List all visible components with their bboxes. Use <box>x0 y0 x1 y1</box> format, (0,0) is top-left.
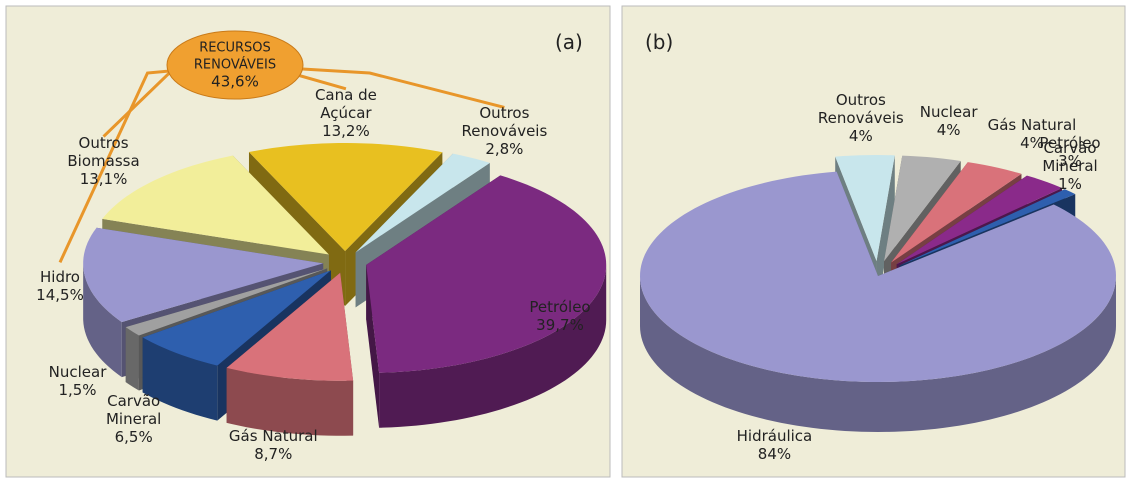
slice-label: Hidráulica 84% <box>719 427 829 463</box>
category-label: Gás Natural <box>228 427 318 445</box>
value-label: 3% <box>1058 152 1082 171</box>
slice-label: Outros Renováveis 2,8% <box>449 104 559 158</box>
category-label: Carvão Mineral <box>105 391 162 428</box>
annotation: RECURSOS RENOVÁVEIS 43,6% <box>175 40 295 91</box>
category-label: Outros Biomassa <box>67 133 140 170</box>
slice-label: Gás Natural 8,7% <box>218 427 328 463</box>
category-label: Hidráulica <box>736 427 813 445</box>
category-label: Outros Renováveis <box>817 91 904 128</box>
slice-label: Nuclear 4% <box>894 103 1004 139</box>
slice <box>226 272 354 381</box>
slice-side <box>142 337 218 421</box>
slice-label: Carvão Mineral 6,5% <box>79 392 189 446</box>
panel-label: (a) <box>555 30 583 54</box>
value-label: 84% <box>757 445 792 463</box>
slice <box>896 175 1063 265</box>
value-label: 4% <box>936 121 961 140</box>
value-label: 2,8% <box>485 140 524 159</box>
slice <box>83 227 324 323</box>
slice <box>355 153 490 253</box>
slice <box>125 268 328 336</box>
slice-side <box>226 367 354 436</box>
category-label: Nuclear <box>48 363 107 382</box>
slice-cut <box>366 264 380 428</box>
slice-side <box>379 264 607 428</box>
value-label: 1,5% <box>58 381 97 400</box>
slice-label: Outros Biomassa 13,1% <box>49 134 159 188</box>
slice-label: Nuclear 1,5% <box>23 363 133 399</box>
slice <box>835 155 895 262</box>
slice <box>248 143 443 252</box>
category-label: Petróleo <box>1039 134 1101 153</box>
slice-label: Hidro 14,5% <box>5 268 115 304</box>
value-label: 14,5% <box>36 286 84 305</box>
slice-side <box>640 276 1116 432</box>
slice-label: Petróleo 3% <box>1015 134 1125 170</box>
slice-label: Petróleo 39,7% <box>505 298 615 334</box>
slice-cut <box>876 155 895 312</box>
slice-label: Outros Renováveis 4% <box>806 91 916 145</box>
slice <box>891 162 1022 263</box>
value-label: 13,2% <box>322 121 370 140</box>
value-label: 4% <box>848 127 873 146</box>
category-label: Nuclear <box>919 103 978 122</box>
slice-label: Carvão Mineral 1% <box>1015 139 1125 193</box>
category-label: Outros Renováveis <box>461 104 548 141</box>
category-label: Hidro <box>40 268 80 287</box>
slice-side <box>125 327 139 391</box>
category-label: Carvão Mineral <box>1042 138 1098 175</box>
slice <box>640 171 1116 382</box>
value-label: 8,7% <box>254 445 293 463</box>
slice-label: Cana de Açúcar 13,2% <box>291 86 401 140</box>
slice <box>102 155 329 255</box>
value-label: 1% <box>1058 174 1082 193</box>
pie <box>83 143 607 436</box>
value-label: 6,5% <box>114 427 153 446</box>
slice <box>899 189 1076 266</box>
slice <box>142 270 331 366</box>
slice <box>884 155 961 262</box>
value-label: 4% <box>1020 133 1044 152</box>
value-label: 13,1% <box>79 169 128 188</box>
annotation-badge <box>166 30 304 100</box>
annotation-text: RECURSOS RENOVÁVEIS <box>193 40 277 73</box>
slice <box>366 175 607 373</box>
category-label: Petróleo <box>529 298 591 317</box>
value-label: 39,7% <box>536 316 584 335</box>
category-label: Gás Natural <box>987 115 1077 134</box>
slice-side <box>83 263 122 378</box>
slice-label: Gás Natural 4% <box>977 116 1087 152</box>
panel-label: (b) <box>645 30 674 54</box>
category-label: Cana de Açúcar <box>314 85 377 122</box>
annotation-value: 43,6% <box>211 72 259 91</box>
pie <box>640 155 1116 432</box>
